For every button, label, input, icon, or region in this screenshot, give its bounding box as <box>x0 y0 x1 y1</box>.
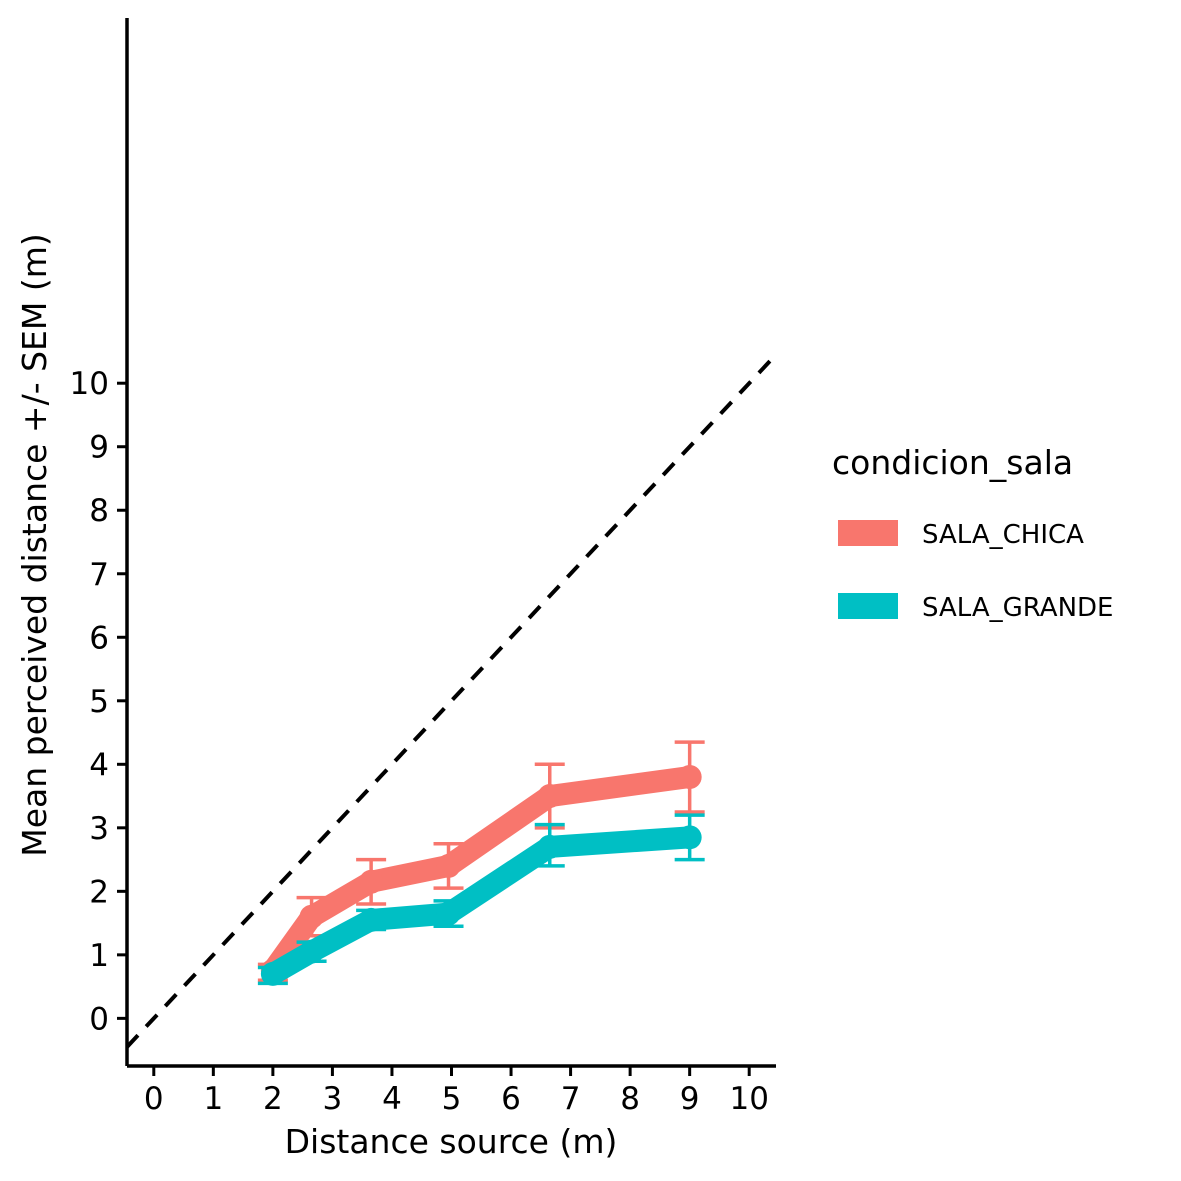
y-axis-title: Mean perceived distance +/- SEM (m) <box>15 233 54 857</box>
x-tick-label: 6 <box>501 1081 521 1117</box>
x-tick-label: 9 <box>680 1081 700 1117</box>
x-axis-title: Distance source (m) <box>285 1122 618 1161</box>
data-point <box>537 784 562 809</box>
x-tick-label: 5 <box>442 1081 462 1117</box>
x-tick-label: 7 <box>561 1081 581 1117</box>
y-tick-label: 8 <box>89 493 109 529</box>
legend-label: SALA_GRANDE <box>922 593 1113 623</box>
legend-label: SALA_CHICA <box>922 520 1084 550</box>
x-tick-label: 4 <box>382 1081 402 1117</box>
x-tick-label: 1 <box>203 1081 223 1117</box>
legend-key <box>838 593 898 619</box>
x-tick-label: 3 <box>323 1081 343 1117</box>
legend-title: condicion_sala <box>832 443 1073 482</box>
data-point <box>299 904 324 929</box>
data-point <box>677 825 702 850</box>
data-point <box>359 907 384 932</box>
data-point <box>436 853 461 878</box>
x-tick-label: 2 <box>263 1081 283 1117</box>
y-tick-label: 9 <box>89 430 109 466</box>
y-tick-label: 5 <box>89 684 109 720</box>
data-point <box>359 869 384 894</box>
y-tick-label: 4 <box>89 747 109 783</box>
y-tick-label: 3 <box>89 811 109 847</box>
data-point <box>537 834 562 859</box>
data-point <box>677 765 702 790</box>
y-tick-label: 10 <box>70 366 109 402</box>
legend: condicion_sala SALA_CHICA SALA_GRANDE <box>832 443 1113 623</box>
y-tick-label: 0 <box>89 1001 109 1037</box>
y-tick-label: 7 <box>89 557 109 593</box>
data-point <box>436 901 461 926</box>
series-sala-chica <box>257 740 705 983</box>
x-tick-label: 0 <box>144 1081 164 1117</box>
y-tick-label: 2 <box>89 874 109 910</box>
x-tick-label: 8 <box>620 1081 640 1117</box>
data-point <box>260 961 285 986</box>
y-tick-label: 1 <box>89 938 109 974</box>
series-sala-grande <box>257 813 705 986</box>
y-tick-label: 6 <box>89 620 109 656</box>
x-tick-label: 10 <box>729 1081 768 1117</box>
reference-line <box>125 353 778 1049</box>
data-point <box>299 939 324 964</box>
legend-key <box>838 520 898 546</box>
